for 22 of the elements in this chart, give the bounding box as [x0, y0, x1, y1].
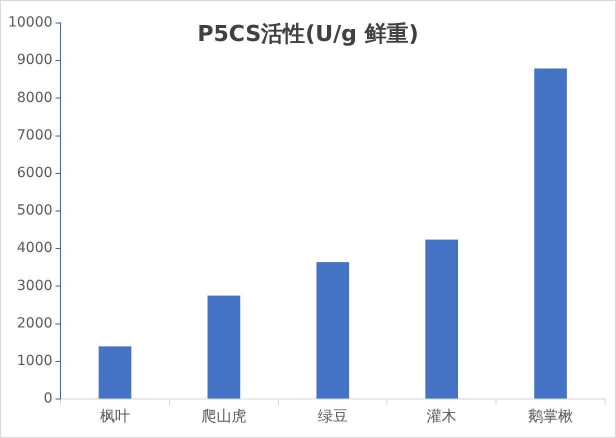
y-tick-label: 7000	[16, 127, 53, 144]
y-tick-label: 10000	[8, 14, 53, 31]
bar	[208, 296, 240, 398]
bar	[316, 262, 350, 398]
y-tick-label: 8000	[16, 90, 53, 106]
y-tick-label: 9000	[16, 52, 53, 68]
x-tick-label: 鹅掌楸	[528, 406, 574, 425]
bar	[425, 240, 458, 398]
y-tick-label: 1000	[16, 353, 53, 370]
bar	[534, 68, 567, 398]
x-tick-label: 爬山虎	[201, 406, 246, 425]
x-tick-label: 绿豆	[318, 406, 348, 425]
chart-title: P5CS活性(U/g 鲜重)	[197, 22, 419, 47]
bar	[98, 346, 132, 398]
x-tick-label: 枫叶	[100, 406, 130, 425]
y-tick-label: 6000	[16, 165, 53, 182]
y-tick-label: 5000	[16, 202, 53, 219]
y-tick-label: 2000	[16, 315, 53, 332]
y-tick-label: 4000	[16, 240, 53, 256]
y-tick-label: 3000	[16, 278, 53, 294]
y-tick-label: 0	[44, 390, 53, 407]
x-tick-label: 灌木	[426, 406, 457, 425]
